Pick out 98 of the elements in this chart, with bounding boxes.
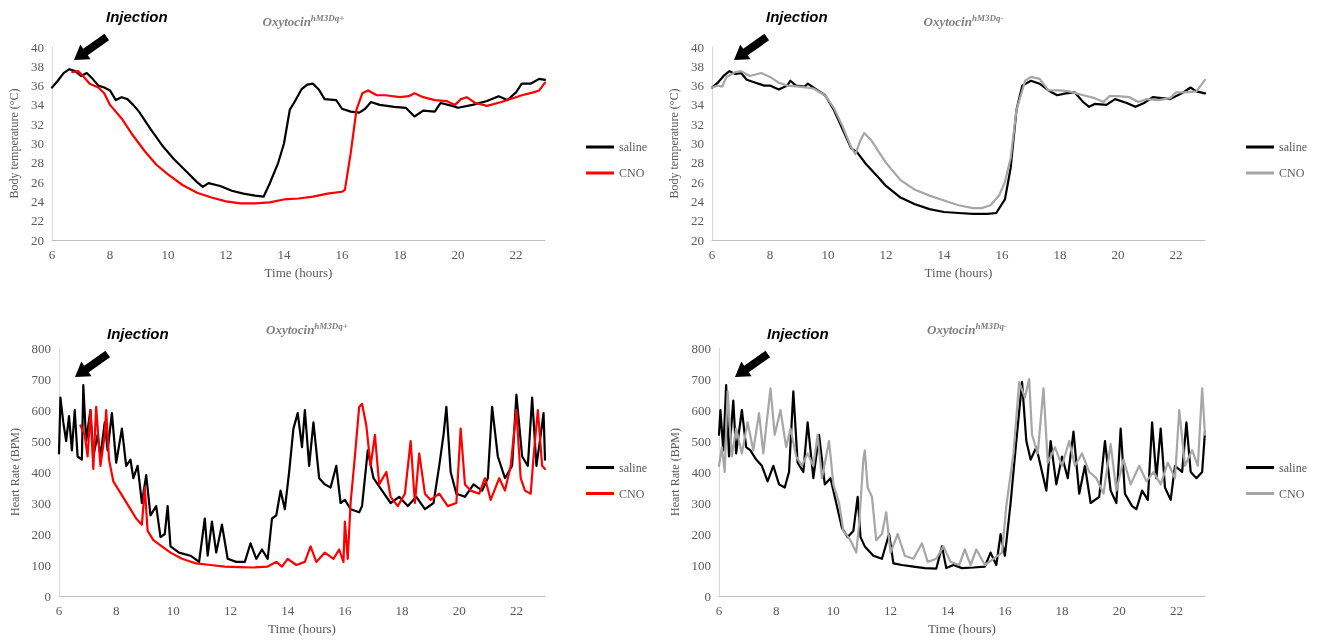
line-series bbox=[57, 384, 547, 563]
x-axis-title: Time (hours) bbox=[264, 264, 333, 280]
text: Injection bbox=[767, 325, 829, 342]
y-tick-label: 38 bbox=[691, 58, 704, 74]
x-tick-label: 8 bbox=[112, 603, 120, 618]
y-tick-label: 26 bbox=[691, 174, 705, 190]
legend-label: CNO bbox=[1279, 486, 1305, 501]
text: Injection bbox=[107, 325, 169, 342]
x-tick-label: 10 bbox=[166, 603, 180, 618]
y-tick-label: 36 bbox=[31, 78, 45, 94]
legend-label: saline bbox=[619, 140, 648, 154]
x-tick-label: 22 bbox=[1169, 603, 1183, 618]
y-tick-label: 200 bbox=[691, 526, 711, 542]
x-tick-label: 12 bbox=[884, 603, 898, 618]
legend-label: CNO bbox=[1279, 166, 1305, 180]
x-tick-label: 10 bbox=[161, 247, 175, 262]
legend-label: CNO bbox=[619, 166, 645, 180]
x-tick-label: 22 bbox=[509, 247, 523, 262]
y-tick-label: 28 bbox=[31, 155, 44, 171]
y-tick-label: 500 bbox=[31, 433, 51, 449]
x-tick-label: 20 bbox=[1112, 603, 1126, 618]
x-tick-label: 10 bbox=[826, 603, 840, 618]
x-tick-label: 16 bbox=[335, 247, 349, 262]
x-tick-label: 14 bbox=[937, 247, 951, 262]
y-tick-label: 300 bbox=[31, 495, 51, 511]
x-tick-label: 8 bbox=[106, 247, 114, 262]
x-tick-label: 16 bbox=[998, 603, 1012, 618]
text: Injection bbox=[106, 8, 168, 25]
y-tick-label: 40 bbox=[691, 39, 704, 55]
x-tick-label: 6 bbox=[48, 247, 56, 262]
x-tick-label: 18 bbox=[395, 603, 409, 618]
y-tick-label: 600 bbox=[31, 402, 51, 418]
y-axis-title: Heart Rate (BPM) bbox=[667, 428, 682, 516]
x-tick-label: 14 bbox=[941, 603, 955, 618]
x-tick-label: 20 bbox=[1111, 247, 1125, 262]
y-tick-label: 38 bbox=[31, 58, 44, 74]
x-tick-label: 20 bbox=[452, 603, 466, 618]
y-tick-label: 30 bbox=[691, 136, 704, 151]
y-axis-title: Body temperature (°C) bbox=[667, 88, 682, 199]
x-tick-label: 18 bbox=[1055, 603, 1069, 618]
legend-label: CNO bbox=[619, 486, 645, 501]
y-axis-title: Body temperature (°C) bbox=[7, 88, 22, 199]
x-axis-title: Time (hours) bbox=[924, 264, 993, 280]
y-tick-label: 700 bbox=[691, 371, 711, 387]
legend-label: saline bbox=[1279, 460, 1308, 475]
y-tick-label: 100 bbox=[691, 557, 711, 573]
y-tick-label: 28 bbox=[691, 155, 704, 171]
y-tick-label: 800 bbox=[31, 340, 51, 356]
x-tick-label: 22 bbox=[509, 603, 523, 618]
y-tick-label: 200 bbox=[31, 526, 51, 542]
y-tick-label: 32 bbox=[31, 116, 44, 132]
y-tick-label: 36 bbox=[691, 78, 705, 94]
x-tick-label: 16 bbox=[995, 247, 1009, 262]
x-tick-label: 20 bbox=[451, 247, 465, 262]
x-tick-label: 22 bbox=[1169, 247, 1183, 262]
y-tick-label: 100 bbox=[31, 557, 51, 573]
x-tick-label: 12 bbox=[219, 247, 233, 262]
y-tick-label: 500 bbox=[691, 433, 711, 449]
y-tick-label: 24 bbox=[31, 193, 45, 209]
y-tick-label: 24 bbox=[691, 193, 705, 209]
x-tick-label: 12 bbox=[224, 603, 238, 618]
line-series bbox=[79, 402, 547, 569]
y-tick-label: 800 bbox=[691, 340, 711, 356]
y-tick-label: 32 bbox=[691, 116, 704, 132]
x-axis-title: Time (hours) bbox=[268, 620, 336, 636]
x-tick-label: 8 bbox=[766, 247, 774, 262]
y-tick-label: 600 bbox=[691, 402, 711, 418]
x-tick-label: 14 bbox=[281, 603, 295, 618]
y-tick-label: 20 bbox=[31, 232, 44, 248]
legend-label: saline bbox=[619, 460, 648, 475]
y-tick-label: 400 bbox=[31, 464, 51, 480]
y-tick-label: 22 bbox=[691, 213, 704, 229]
y-tick-label: 34 bbox=[691, 97, 705, 113]
y-tick-label: 40 bbox=[31, 39, 44, 55]
x-tick-label: 6 bbox=[708, 247, 716, 262]
y-axis-title: Heart Rate (BPM) bbox=[7, 428, 22, 516]
y-tick-label: 34 bbox=[31, 97, 45, 113]
x-tick-label: 16 bbox=[338, 603, 352, 618]
x-tick-label: 8 bbox=[772, 603, 780, 618]
x-tick-label: 6 bbox=[715, 603, 723, 618]
x-tick-label: 18 bbox=[393, 247, 407, 262]
text: Injection bbox=[766, 8, 828, 25]
y-tick-label: 22 bbox=[31, 213, 44, 229]
y-tick-label: 26 bbox=[31, 174, 45, 190]
y-tick-label: 0 bbox=[44, 588, 51, 604]
x-axis-title: Time (hours) bbox=[928, 620, 996, 636]
x-tick-label: 18 bbox=[1053, 247, 1067, 262]
x-tick-label: 10 bbox=[821, 247, 835, 262]
y-tick-label: 700 bbox=[31, 371, 51, 387]
y-tick-label: 30 bbox=[31, 136, 44, 151]
legend-label: saline bbox=[1279, 140, 1308, 154]
y-tick-label: 300 bbox=[691, 495, 711, 511]
x-tick-label: 6 bbox=[55, 603, 63, 618]
x-tick-label: 12 bbox=[879, 247, 893, 262]
x-tick-label: 14 bbox=[277, 247, 291, 262]
y-tick-label: 20 bbox=[691, 232, 704, 248]
y-tick-label: 400 bbox=[691, 464, 711, 480]
y-tick-label: 0 bbox=[704, 588, 711, 604]
